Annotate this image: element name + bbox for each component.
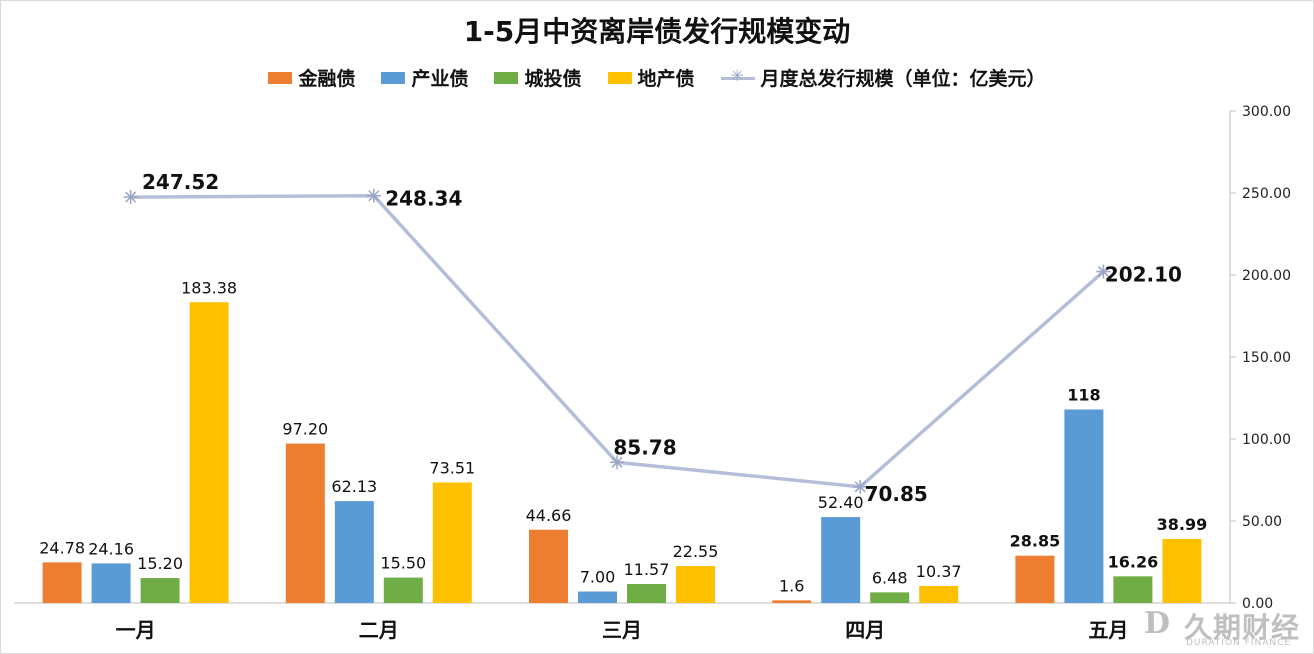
bar: [91, 563, 131, 603]
x-tick-label: 二月: [359, 618, 399, 642]
legend-item-property: 地产债: [607, 64, 695, 91]
line-data-label: 248.34: [385, 187, 462, 211]
chart-title: 1-5月中资离岸债发行规模变动: [463, 15, 851, 48]
watermark-logo-icon: D: [1144, 606, 1171, 641]
legend-label-financial: 金融债: [298, 68, 356, 90]
x-tick-label: 一月: [116, 618, 156, 642]
bar: [870, 592, 910, 603]
legend-swatch-financial: [268, 71, 293, 84]
data-label: 62.13: [331, 477, 377, 496]
bar: [1113, 576, 1153, 603]
x-tick-label: 五月: [1088, 618, 1128, 642]
bar: [1064, 409, 1104, 603]
y-tick-label: 200.00: [1242, 268, 1291, 284]
y-tick-label: 300.00: [1242, 104, 1291, 120]
data-label: 24.78: [39, 538, 85, 557]
bar: [772, 600, 812, 603]
bar: [1015, 555, 1055, 603]
data-label: 6.48: [872, 568, 908, 587]
legend: 金融债 产业债 城投债 地产债 月度总发行规模（单位：亿美元）: [0, 64, 1314, 91]
line-data-label: 70.85: [865, 482, 928, 506]
data-label: 52.40: [818, 493, 864, 512]
legend-line-marker-icon: [720, 66, 755, 85]
data-label: 38.99: [1157, 515, 1208, 534]
bar: [432, 482, 472, 603]
y-tick-label: 100.00: [1242, 432, 1291, 448]
bar: [627, 584, 666, 603]
bar: [285, 443, 325, 603]
data-label: 15.20: [137, 554, 183, 573]
legend-item-lgfv: 城投债: [494, 64, 582, 91]
legend-swatch-lgfv: [494, 71, 519, 84]
data-label: 24.16: [88, 539, 134, 558]
data-label: 10.37: [916, 562, 962, 581]
legend-label-industrial: 产业债: [411, 68, 469, 90]
bar: [334, 501, 374, 603]
bar: [383, 577, 423, 603]
data-label: 118: [1067, 385, 1100, 404]
data-label: 15.50: [380, 554, 426, 573]
line-data-label: 247.52: [142, 170, 219, 194]
bar: [189, 302, 229, 603]
x-tick-label: 四月: [845, 618, 885, 642]
bar: [529, 529, 568, 603]
data-label: 7.00: [580, 568, 616, 587]
data-label: 11.57: [624, 560, 670, 579]
bar: [821, 517, 861, 603]
data-label: 44.66: [526, 506, 572, 525]
bar: [919, 585, 959, 603]
legend-item-financial: 金融债: [268, 64, 355, 91]
data-label: 16.26: [1108, 552, 1159, 571]
legend-label-lgfv: 城投债: [524, 68, 582, 90]
y-tick-label: 50.00: [1242, 514, 1282, 530]
data-label: 183.38: [181, 278, 237, 297]
y-tick-label: 0.00: [1242, 596, 1273, 612]
legend-item-industrial: 产业债: [381, 64, 468, 91]
line-point-marker: [125, 191, 137, 203]
bar: [1162, 539, 1202, 603]
watermark-text: 久期财经: [1184, 611, 1301, 644]
data-label: 28.85: [1010, 532, 1061, 551]
data-label: 97.20: [282, 420, 328, 439]
bar: [676, 566, 715, 603]
data-label: 1.6: [779, 576, 804, 595]
legend-swatch-property: [607, 71, 632, 84]
watermark: D 久期财经 DURATION FINANCE: [1140, 604, 1312, 650]
bar: [42, 562, 82, 603]
watermark-subtext: DURATION FINANCE: [1186, 638, 1292, 648]
line-point-marker: [854, 481, 866, 493]
y-tick-label: 250.00: [1242, 186, 1291, 202]
line-point-marker: [368, 190, 380, 202]
legend-swatch-industrial: [381, 71, 406, 84]
line-point-marker: [611, 456, 623, 468]
data-label: 73.51: [429, 458, 475, 477]
line-data-label: 85.78: [613, 435, 676, 459]
y-tick-label: 150.00: [1242, 350, 1291, 366]
bar: [140, 578, 180, 603]
bar: [578, 591, 617, 603]
legend-item-total: 月度总发行规模（单位：亿美元）: [720, 64, 1046, 91]
legend-label-property: 地产债: [637, 68, 695, 90]
x-tick-label: 三月: [602, 618, 642, 642]
line-point-marker: [1097, 266, 1109, 278]
line-data-label: 202.10: [1105, 263, 1182, 287]
data-label: 22.55: [673, 542, 719, 561]
legend-label-total: 月度总发行规模（单位：亿美元）: [760, 68, 1046, 90]
